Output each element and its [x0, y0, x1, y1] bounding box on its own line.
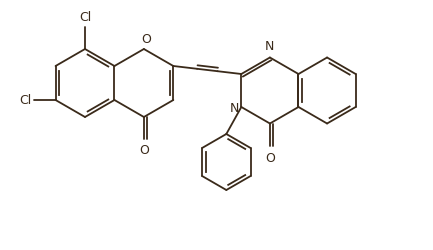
Text: N: N	[265, 40, 275, 53]
Text: N: N	[230, 101, 239, 114]
Text: O: O	[141, 33, 151, 46]
Text: Cl: Cl	[19, 94, 32, 107]
Text: O: O	[139, 144, 149, 156]
Text: O: O	[265, 151, 275, 164]
Text: Cl: Cl	[79, 11, 91, 24]
